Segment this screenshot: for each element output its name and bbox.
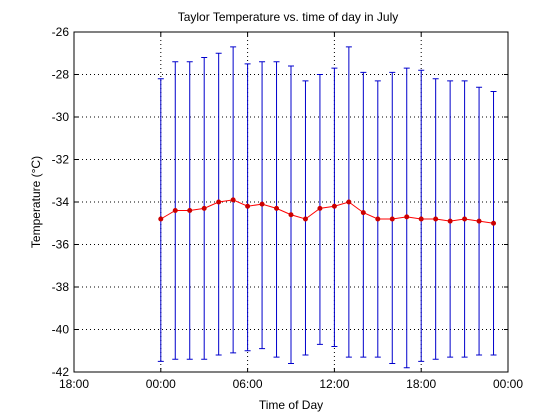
mean-point [172,208,178,213]
x-tick-label: 18:00 [406,377,436,391]
mean-point [404,214,410,220]
x-axis-title: Time of Day [259,398,323,412]
y-axis-title: Temperature (°C) [29,156,43,248]
axis-ticks [73,31,509,373]
mean-point [447,218,453,224]
mean-point [360,210,366,216]
x-tick-label: 18:00 [59,377,89,391]
mean-point [187,208,193,213]
y-tick-label: -28 [52,68,70,82]
mean-point [418,216,424,222]
mean-point [462,216,468,222]
y-tick-label: -34 [52,195,70,209]
mean-point [302,216,308,222]
mean-point [375,216,381,222]
x-tick-label: 00:00 [493,377,523,391]
y-tick-label: -36 [52,238,70,252]
mean-point [288,212,294,218]
mean-point [346,199,352,205]
mean-point [389,216,395,222]
mean-markers [158,197,497,226]
y-tick-label: -38 [52,280,70,294]
mean-point [216,199,222,205]
y-tick-label: -32 [52,153,70,167]
mean-point [433,216,439,222]
chart-title: Taylor Temperature vs. time of day in Ju… [178,10,399,24]
y-tick-label: -30 [52,110,70,124]
y-tick-labels: -26 -28 -30 -32 -34 -36 -38 -40 -42 [52,25,70,379]
x-tick-label: 06:00 [233,377,263,391]
mean-point [491,220,497,226]
mean-point [245,203,251,209]
mean-point [259,201,265,207]
mean-point [476,218,482,224]
y-tick-label: -42 [52,365,70,379]
y-tick-label: -40 [52,323,70,337]
y-tick-label: -26 [52,25,70,39]
x-tick-label: 12:00 [319,377,349,391]
x-tick-label: 00:00 [146,377,176,391]
x-tick-labels: 18:00 00:00 06:00 12:00 18:00 00:00 [59,377,523,391]
mean-line [160,199,494,224]
mean-point [274,205,280,211]
mean-point [331,203,337,209]
mean-point [317,205,323,211]
mean-point [230,197,236,203]
mean-point [158,216,164,222]
mean-point [201,205,207,211]
mean-temperature-line [160,199,494,224]
